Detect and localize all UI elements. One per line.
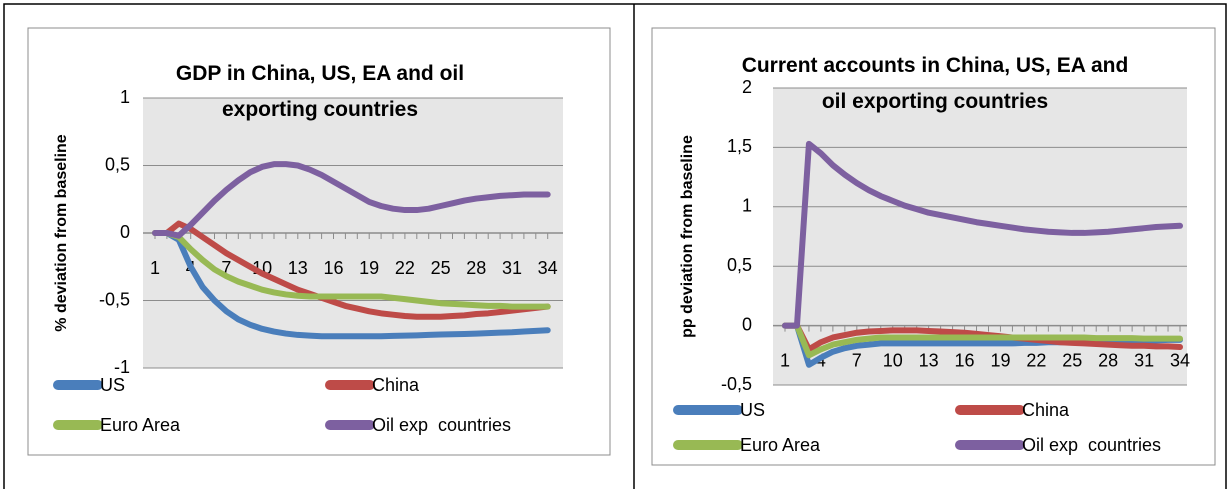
series-line — [782, 140, 1184, 329]
x-tick-label: 13 — [919, 350, 939, 370]
x-tick-label: 1 — [780, 350, 790, 370]
legend-label: US — [740, 400, 765, 420]
legend-label: US — [100, 375, 125, 395]
y-tick-label: 0,5 — [727, 255, 752, 275]
x-tick-label: 7 — [852, 350, 862, 370]
y-tick-label: 1 — [120, 87, 130, 107]
chart-title: Current accounts in China, US, EA and oi… — [741, 54, 1129, 113]
y-tick-label: -0,5 — [721, 374, 752, 394]
x-tick-label: 31 — [1134, 350, 1154, 370]
y-axis-label: pp deviation from baseline — [679, 135, 696, 338]
legend-label: Oil exp countries — [372, 415, 511, 435]
x-tick-label: 25 — [1062, 350, 1082, 370]
y-tick-label: 0 — [120, 222, 130, 242]
chart-title: GDP in China, US, EA and oil exporting c… — [175, 62, 465, 121]
x-tick-label: 1 — [150, 258, 160, 278]
table-border — [3, 3, 1227, 489]
y-tick-label: -0,5 — [99, 289, 130, 309]
x-tick-label: 19 — [359, 258, 379, 278]
x-tick-label: 25 — [431, 258, 451, 278]
legend-label: Euro Area — [740, 435, 821, 455]
x-tick-label: 7 — [221, 258, 231, 278]
x-tick-label: 34 — [1170, 350, 1190, 370]
x-tick-label: 10 — [883, 350, 903, 370]
y-tick-label: 2 — [742, 77, 752, 97]
series-line — [152, 220, 551, 320]
x-tick-label: 22 — [395, 258, 415, 278]
y-tick-label: 1 — [742, 196, 752, 216]
x-tick-label: 34 — [538, 258, 558, 278]
x-tick-label: 16 — [323, 258, 343, 278]
x-tick-label: 13 — [288, 258, 308, 278]
x-tick-label: 22 — [1026, 350, 1046, 370]
series-line — [152, 230, 551, 310]
y-tick-label: 0 — [742, 314, 752, 334]
x-tick-label: 31 — [502, 258, 522, 278]
series-line — [152, 161, 551, 239]
legend-label: Oil exp countries — [1022, 435, 1161, 455]
x-tick-label: 28 — [1098, 350, 1118, 370]
legend-label: China — [372, 375, 420, 395]
series-line — [782, 322, 1184, 359]
y-tick-label: 1,5 — [727, 136, 752, 156]
y-axis-label: % deviation from baseline — [53, 134, 70, 331]
x-tick-label: 19 — [990, 350, 1010, 370]
series-line — [152, 230, 551, 340]
x-tick-label: 28 — [466, 258, 486, 278]
legend-label: Euro Area — [100, 415, 181, 435]
legend-label: China — [1022, 400, 1070, 420]
y-tick-label: 0,5 — [105, 154, 130, 174]
x-tick-label: 16 — [955, 350, 975, 370]
y-tick-label: -1 — [114, 357, 130, 377]
